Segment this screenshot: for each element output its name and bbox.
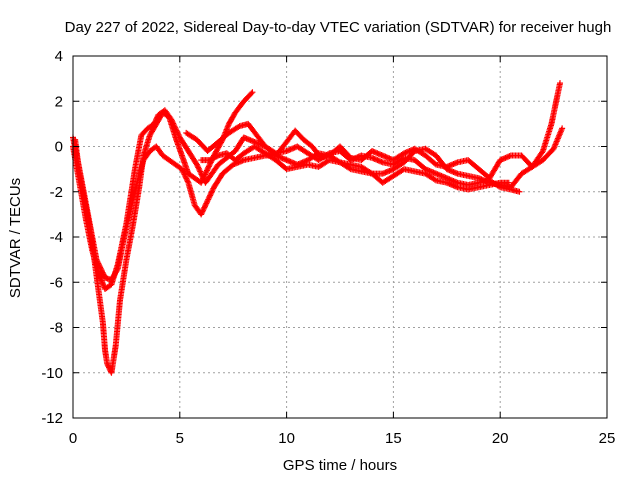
grid [73, 56, 607, 418]
y-tick-label: 0 [55, 139, 63, 156]
data-point [249, 89, 256, 96]
y-tick-label: -6 [50, 274, 63, 291]
data-point [199, 208, 206, 215]
data-point [505, 179, 512, 186]
data-point [214, 153, 221, 160]
data-point [170, 120, 177, 127]
x-tick-label: 0 [69, 430, 77, 447]
data-points [70, 80, 566, 376]
x-tick-label: 15 [385, 430, 402, 447]
y-tick-label: 4 [55, 48, 63, 65]
data-point [173, 127, 180, 134]
y-tick-label: -10 [41, 365, 63, 382]
data-point [195, 164, 202, 171]
data-point [207, 191, 214, 198]
data-point [171, 123, 178, 130]
data-point [199, 174, 206, 181]
data-point [197, 169, 204, 176]
data-point [431, 176, 438, 183]
data-point [248, 90, 255, 97]
data-point [193, 161, 200, 168]
data-point [174, 128, 181, 135]
data-point [181, 171, 188, 178]
chart-title: Day 227 of 2022, Sidereal Day-to-day VTE… [65, 19, 612, 36]
data-point [168, 116, 175, 123]
x-tick-label: 20 [492, 430, 509, 447]
data-point [175, 131, 182, 138]
data-point [209, 186, 216, 193]
data-series-5 [198, 143, 512, 193]
y-tick-label: -2 [50, 184, 63, 201]
data-point [182, 174, 189, 181]
y-tick-label: -8 [50, 320, 63, 337]
data-point [169, 119, 176, 126]
data-point [203, 200, 210, 207]
x-tick-label: 5 [176, 430, 184, 447]
data-point [206, 193, 213, 200]
data-point [205, 195, 212, 202]
data-point [203, 199, 210, 206]
data-point [200, 207, 207, 214]
data-point [204, 197, 211, 204]
data-point [203, 167, 210, 174]
data-point [196, 167, 203, 174]
data-point [204, 166, 211, 173]
data-point [199, 172, 206, 179]
data-point [559, 125, 566, 132]
data-point [198, 210, 205, 217]
data-point [172, 126, 179, 133]
data-point [202, 203, 209, 210]
y-tick-label: 2 [55, 93, 63, 110]
axis-ticks: 420-2-4-6-8-10-120 5 10 15 20 25 [41, 48, 615, 447]
data-point [208, 189, 215, 196]
data-point [184, 176, 191, 183]
y-tick-label: -12 [41, 410, 63, 427]
data-point [184, 178, 191, 185]
data-point [516, 188, 523, 195]
data-point [201, 204, 208, 211]
x-axis-label: GPS time / hours [283, 457, 397, 474]
data-point [235, 123, 242, 130]
data-point [203, 168, 210, 175]
y-axis-label: SDTVAR / TECUs [7, 178, 24, 298]
data-point [209, 188, 216, 195]
data-point [207, 192, 214, 199]
data-point [198, 171, 205, 178]
x-tick-label: 10 [278, 430, 295, 447]
data-point [202, 201, 209, 208]
data-point [200, 205, 207, 212]
data-series-4 [183, 80, 564, 182]
data-point [182, 172, 189, 179]
data-point [194, 162, 201, 169]
data-point [205, 196, 212, 203]
data-point [172, 124, 179, 131]
data-point [168, 117, 175, 124]
data-point [431, 160, 438, 167]
y-tick-label: -4 [50, 229, 63, 246]
data-point [170, 121, 177, 128]
x-tick-label: 25 [599, 430, 616, 447]
data-point [195, 165, 202, 172]
data-point [205, 164, 212, 171]
data-point [557, 80, 564, 87]
data-point [174, 130, 181, 137]
data-point [197, 168, 204, 175]
data-point [205, 163, 212, 170]
data-point [346, 165, 353, 172]
data-point [539, 149, 546, 156]
data-point [183, 175, 190, 182]
data-point [198, 211, 205, 218]
